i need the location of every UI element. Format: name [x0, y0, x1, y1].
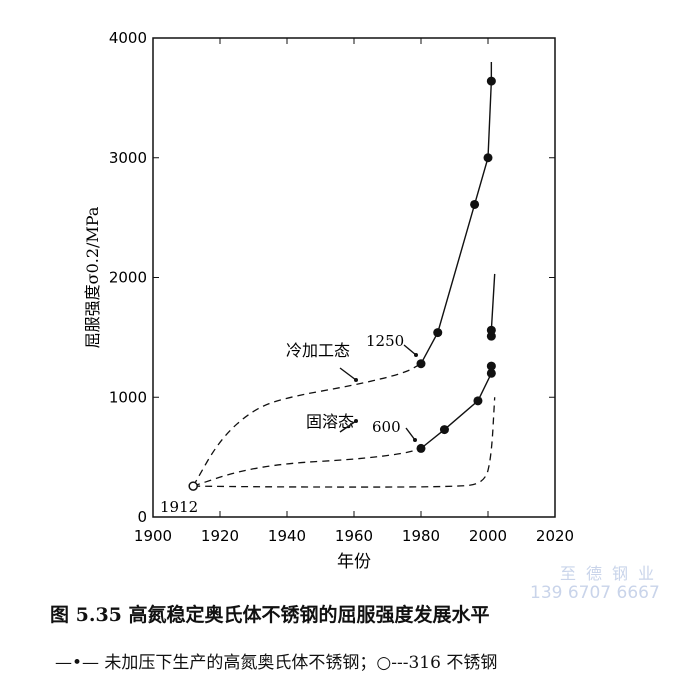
- arrow: [339, 367, 357, 381]
- y-tick-label: 4000: [109, 29, 147, 47]
- series-line: [420, 61, 493, 365]
- x-tick-label: 2020: [536, 527, 574, 545]
- series-line: [420, 366, 493, 449]
- data-point: [486, 368, 496, 378]
- arrow: [405, 427, 416, 441]
- x-axis-label: 年份: [337, 552, 371, 572]
- x-tick-label: 1920: [201, 527, 239, 545]
- y-axis-label: 屈服强度σ0.2/MPa: [83, 206, 102, 348]
- x-tick-label: 1940: [268, 527, 306, 545]
- arrow: [339, 420, 357, 433]
- x-tick-label: 1960: [335, 527, 373, 545]
- data-point: [483, 153, 493, 163]
- y-tick-label: 1000: [109, 388, 147, 406]
- dashed-curve: [193, 397, 496, 488]
- arrow-head: [354, 419, 358, 423]
- data-point: [433, 328, 443, 338]
- data-point: [473, 396, 483, 406]
- y-tick-label: 3000: [109, 149, 147, 167]
- dashed-curve: [192, 447, 422, 487]
- arrow-head: [414, 353, 418, 357]
- arrow-head: [354, 378, 358, 382]
- data-point: [470, 199, 480, 209]
- data-point: [439, 425, 449, 435]
- x-tick-label: 1900: [134, 527, 172, 545]
- x-tick-label: 1980: [402, 527, 440, 545]
- figure-caption: 图 5.35 高氮稳定奥氏体不锈钢的屈服强度发展水平: [50, 604, 490, 626]
- start-point-open: [188, 481, 198, 491]
- annotation-cold: 冷加工态: [286, 341, 350, 360]
- annotation-cold-value: 1250: [366, 332, 404, 350]
- watermark-name: 至德钢业: [560, 564, 665, 583]
- arrow: [403, 344, 417, 356]
- annotation-solution: 固溶态: [306, 412, 354, 431]
- data-point: [486, 76, 496, 86]
- y-tick-label: 2000: [109, 269, 147, 287]
- annotation-start-year: 1912: [160, 498, 198, 516]
- annotation-solution-value: 600: [372, 418, 401, 436]
- dashed-curve: [192, 363, 422, 487]
- arrow-head: [413, 438, 417, 442]
- watermark-phone: 139 6707 6667: [530, 583, 660, 603]
- data-point: [486, 361, 496, 371]
- x-tick-label: 2000: [469, 527, 507, 545]
- legend: —•— 未加压下生产的高氮奥氏体不锈钢；○---316 不锈钢: [55, 653, 498, 673]
- data-point: [416, 359, 426, 369]
- data-point: [486, 325, 496, 335]
- y-tick-label: 0: [137, 508, 147, 526]
